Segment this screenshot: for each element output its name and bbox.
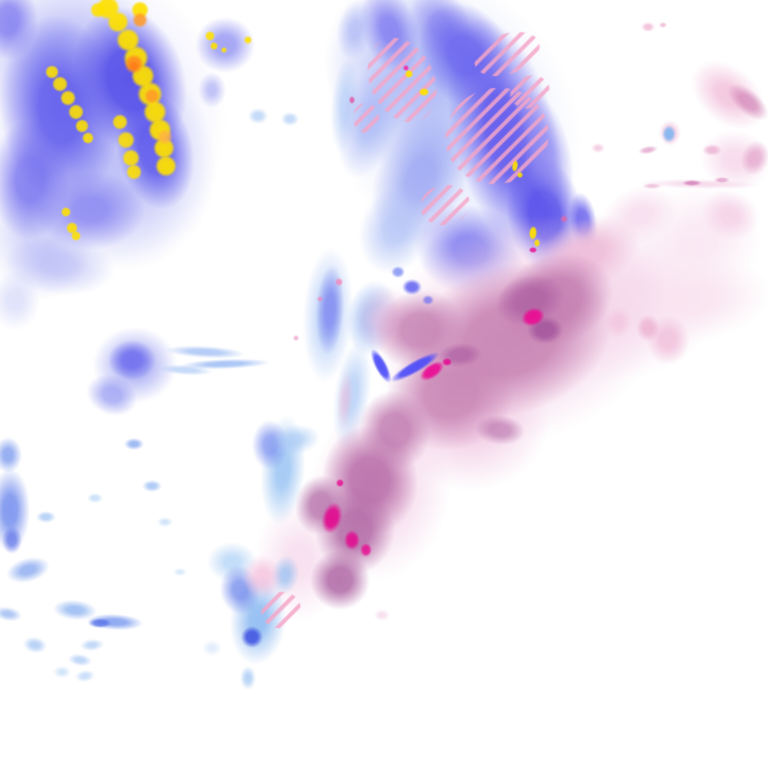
radar-map-view	[0, 0, 768, 768]
precipitation-raster	[0, 0, 768, 768]
